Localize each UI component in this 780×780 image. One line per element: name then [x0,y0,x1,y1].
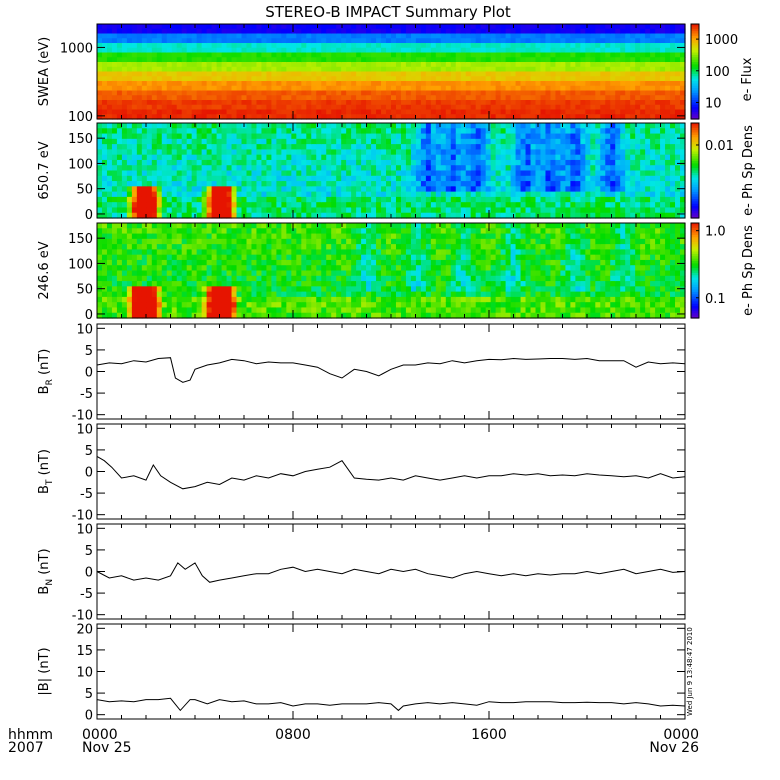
y-tick-label: 10 [76,522,93,537]
generation-timestamp: Wed Jun 9 13:48:47 2010 [686,627,694,716]
corner-label-year: 2007 [8,740,44,756]
y-axis-label: SWEA (eV) [37,37,52,106]
y-axis-label: BT (nT) [37,449,55,494]
colorbar-label: e- Ph Sp Dens [741,125,756,216]
colorbar-tick-label: 1000 [705,33,738,48]
x-tick-label: 0000 [82,727,118,743]
corner-label-hhmm: hhmm [8,727,53,743]
heatmap-swea [97,24,686,120]
y-tick-label: 0 [85,208,93,223]
series-line-br [96,357,686,383]
colorbar-label: e- Ph Sp Dens [741,225,756,316]
colorbar-tick-label: 0.01 [705,139,734,154]
colorbar-pad650: 0.01 e- Ph Sp Dens [690,122,756,219]
y-tick-label: 10 [76,422,93,437]
y-tick-label: -5 [80,487,93,502]
y-tick-label: -10 [72,509,93,524]
panel-br: -10 -5 0 5 10 BR (nT) [37,322,686,424]
y-tick-label: 100 [68,110,93,125]
colorbar-tick-label: 1.0 [705,225,726,240]
y-tick-label: 0 [85,566,93,581]
y-tick-label: 1000 [60,41,93,56]
colorbar-tick-label: 0.1 [705,292,726,307]
x-date-label: Nov 25 [82,740,132,756]
panel-bmag: 0 5 10 15 20 |B| (nT) [37,622,686,724]
y-tick-label: 10 [76,322,93,337]
y-tick-label: 150 [68,232,93,247]
colorbar-tick-label: 10 [705,96,722,111]
y-axis-label: 246.6 eV [37,241,52,299]
plot-frame [96,323,686,420]
y-tick-label: 150 [68,132,93,147]
y-tick-label: 20 [76,622,93,637]
y-tick-label: 0 [85,709,93,724]
heatmap-pad650 [97,123,686,219]
colorbar-label: e- Flux [740,57,755,101]
y-tick-label: 100 [68,257,93,272]
panel-bn: -10 -5 0 5 10 BN (nT) [37,522,686,624]
y-axis-label: BN (nT) [37,548,55,594]
y-tick-label: 50 [76,183,93,198]
y-tick-label: 50 [76,283,93,298]
y-tick-label: -10 [72,609,93,624]
y-tick-label: -5 [80,587,93,602]
y-tick-label: 0 [85,308,93,323]
panel-pad650: 0.01 e- Ph Sp Dens 0 50 100 150 650.7 eV [37,122,756,223]
x-tick-label: 1600 [471,727,507,743]
panel-bt: -10 -5 0 5 10 BT (nT) [37,422,686,524]
plot-frame [96,423,686,520]
x-tick-label: 0800 [275,727,311,743]
heatmap-pad246 [97,223,686,319]
x-tick-label: 0000 [663,727,699,743]
y-axis-label: BR (nT) [37,349,55,395]
colorbar-tick-label: 100 [705,65,730,80]
y-tick-label: 0 [85,466,93,481]
y-tick-label: -5 [80,387,93,402]
x-date-label: Nov 26 [649,740,699,756]
series-line-bt [96,455,686,490]
plot-frame [96,523,686,620]
colorbar-pad246: 0.1 1.0 e- Ph Sp Dens [690,222,756,319]
y-tick-label: 15 [76,644,93,659]
y-tick-label: 5 [85,687,93,702]
y-tick-label: 100 [68,157,93,172]
series-line-bmag [96,697,686,712]
y-tick-label: 0 [85,366,93,381]
y-axis-label: 650.7 eV [37,141,52,199]
y-tick-label: -10 [72,409,93,424]
y-axis-label: |B| (nT) [37,647,52,695]
y-tick-label: 5 [85,444,93,459]
y-tick-label: 5 [85,544,93,559]
figure-title: STEREO-B IMPACT Summary Plot [265,3,511,21]
y-tick-label: 5 [85,344,93,359]
y-tick-label: 10 [76,666,93,681]
series-line-bn [96,562,686,583]
panel-pad246: 0.1 1.0 e- Ph Sp Dens 0 50 100 150 246.6 eV [37,222,756,323]
